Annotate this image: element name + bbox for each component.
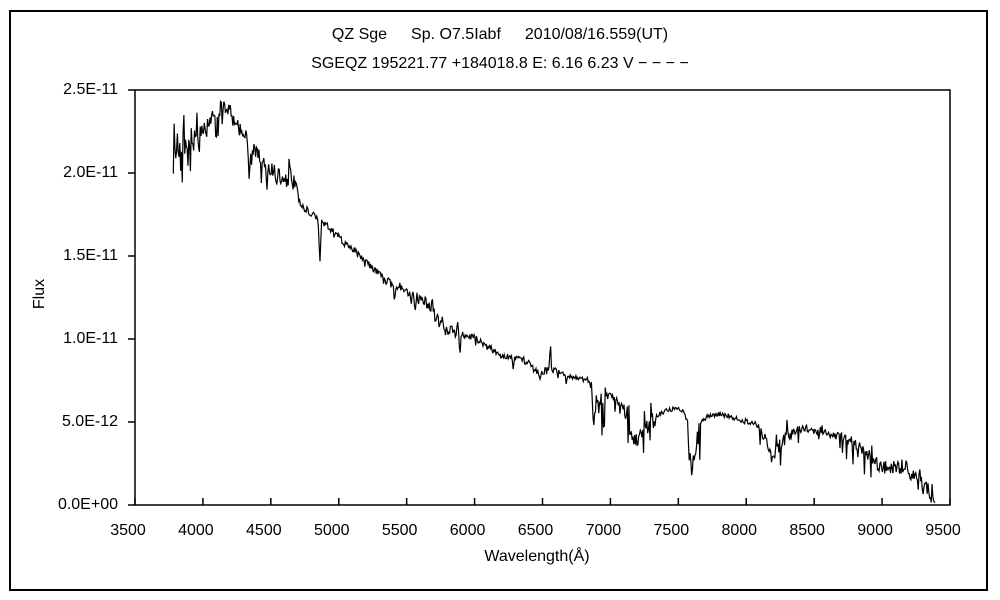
chart-subtitle: SGEQZ 195221.77 +184018.8 E: 6.16 6.23 V… xyxy=(311,55,689,72)
x-axis-ticks xyxy=(134,498,951,505)
x-tick-label: 9000 xyxy=(857,522,893,539)
y-axis-ticks xyxy=(128,89,135,506)
x-tick-label: 5000 xyxy=(313,522,350,539)
x-tick-label: 7500 xyxy=(653,522,690,539)
chart-title-sptype: Sp. O7.5Iabf xyxy=(411,26,501,43)
y-tick-label: 2.0E-11 xyxy=(63,164,118,181)
y-tick-label: 0.0E+00 xyxy=(57,496,118,513)
x-tick-label: 4500 xyxy=(246,522,282,539)
x-tick-label: 7000 xyxy=(585,522,622,539)
y-tick-label: 5.0E-12 xyxy=(61,413,118,430)
y-axis-title: Flux xyxy=(31,278,48,310)
spectrum-trace xyxy=(172,99,936,503)
figure-border xyxy=(9,10,988,591)
x-tick-label: 6000 xyxy=(449,522,486,539)
x-tick-label: 4000 xyxy=(178,522,214,539)
x-tick-label: 8000 xyxy=(721,522,758,539)
chart-title-object: QZ Sge xyxy=(331,26,388,43)
y-tick-label: 1.5E-11 xyxy=(63,247,118,264)
x-tick-label: 6500 xyxy=(517,522,554,539)
chart-title: QZ Sge Sp. O7.5Iabf 2010/08/16.559(UT) xyxy=(0,26,1000,44)
chart-title-date: 2010/08/16.559(UT) xyxy=(524,26,669,43)
x-tick-label: 9500 xyxy=(925,522,961,539)
x-tick-label: 5500 xyxy=(381,522,418,539)
x-tick-label: 3500 xyxy=(110,522,146,539)
y-tick-label: 2.5E-11 xyxy=(63,81,118,98)
y-tick-label: 1.0E-11 xyxy=(63,330,118,347)
x-axis-title: Wavelength(Å) xyxy=(484,548,590,565)
x-tick-label: 8500 xyxy=(789,522,825,539)
